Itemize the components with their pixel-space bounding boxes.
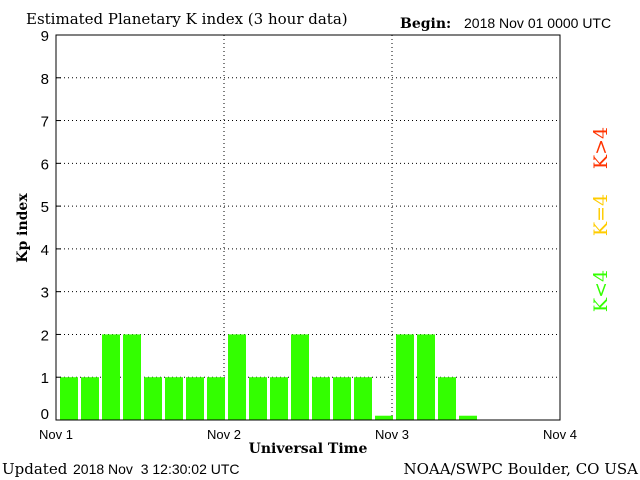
- kp-bar: [354, 377, 372, 420]
- x-tick-label: Nov 1: [39, 427, 73, 442]
- y-axis-ticks: 0 1 2 3 4 5 6 7 8 9: [41, 28, 61, 423]
- updated-label: Updated: [2, 460, 68, 478]
- kp-bar: [207, 377, 225, 420]
- y-tick-label: 3: [41, 285, 49, 302]
- kp-bar: [60, 377, 78, 420]
- kp-bar: [165, 377, 183, 420]
- chart-title: Estimated Planetary K index (3 hour data…: [26, 10, 348, 28]
- source-credit: NOAA/SWPC Boulder, CO USA: [403, 460, 638, 478]
- legend-keq4: K=4: [590, 194, 612, 236]
- y-tick-label: 4: [41, 242, 49, 259]
- kp-bar: [333, 377, 351, 420]
- kp-bar: [375, 415, 393, 420]
- kp-bar: [186, 377, 204, 420]
- plot-frame: [55, 34, 561, 421]
- kp-bar: [417, 334, 435, 420]
- kp-bar: [123, 334, 141, 420]
- x-axis-label: Universal Time: [249, 441, 368, 457]
- y-tick-label: 8: [41, 71, 49, 88]
- kp-bar: [291, 334, 309, 420]
- kp-bar: [270, 377, 288, 420]
- y-tick-label: 7: [41, 114, 49, 131]
- kp-bar: [396, 334, 414, 420]
- y-tick-label: 1: [41, 370, 49, 387]
- x-tick-label: Nov 2: [207, 427, 241, 442]
- kp-bar: [102, 334, 120, 420]
- updated-value: 2018 Nov 3 12:30:02 UTC: [73, 461, 240, 477]
- y-tick-label: 5: [41, 199, 49, 216]
- x-axis-ticks: Nov 1 Nov 2 Nov 3 Nov 4: [39, 427, 577, 442]
- bars-group: [60, 334, 477, 420]
- x-tick-label: Nov 4: [543, 427, 577, 442]
- legend-kgt4: K>4: [590, 127, 612, 169]
- y-tick-label: 0: [41, 406, 49, 423]
- kp-bar: [144, 377, 162, 420]
- kp-bar: [312, 377, 330, 420]
- y-axis-label: Kp index: [15, 193, 31, 263]
- begin-label: Begin:: [400, 16, 451, 32]
- kp-bar: [249, 377, 267, 420]
- kp-bar: [228, 334, 246, 420]
- begin-value: 2018 Nov 01 0000 UTC: [464, 15, 611, 31]
- x-tick-label: Nov 3: [375, 427, 409, 442]
- kp-bar: [438, 377, 456, 420]
- y-tick-label: 2: [41, 327, 49, 344]
- kp-bar: [459, 415, 477, 420]
- y-tick-label: 9: [41, 28, 49, 45]
- legend-klt4: K<4: [590, 270, 612, 312]
- kp-bar: [81, 377, 99, 420]
- y-tick-label: 6: [41, 156, 49, 173]
